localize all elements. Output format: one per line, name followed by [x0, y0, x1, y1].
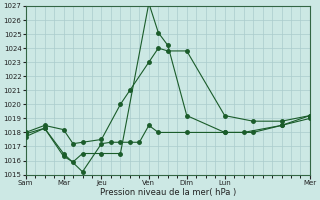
X-axis label: Pression niveau de la mer( hPa ): Pression niveau de la mer( hPa ) [100, 188, 236, 197]
